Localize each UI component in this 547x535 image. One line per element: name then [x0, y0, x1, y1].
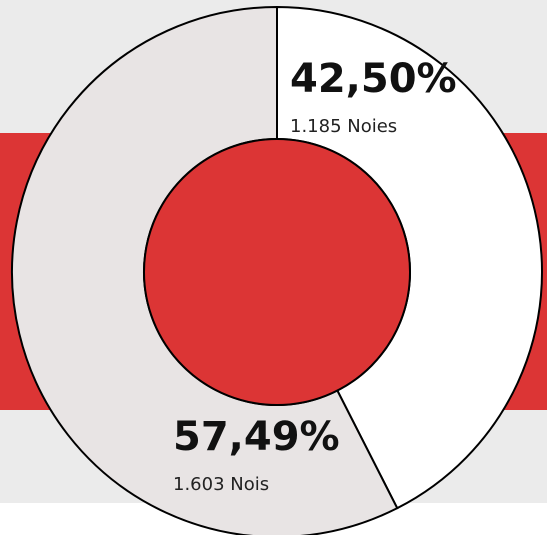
- labels: 42,50% 1.185 Noies 57,49% 1.603 Nois: [173, 56, 457, 495]
- category-label: 1.603 Nois: [173, 474, 269, 495]
- category-label: 1.185 Noies: [290, 116, 397, 137]
- value-label: 42,50%: [290, 56, 457, 102]
- donut-hole: [143, 138, 411, 406]
- value-label: 57,49%: [173, 414, 340, 460]
